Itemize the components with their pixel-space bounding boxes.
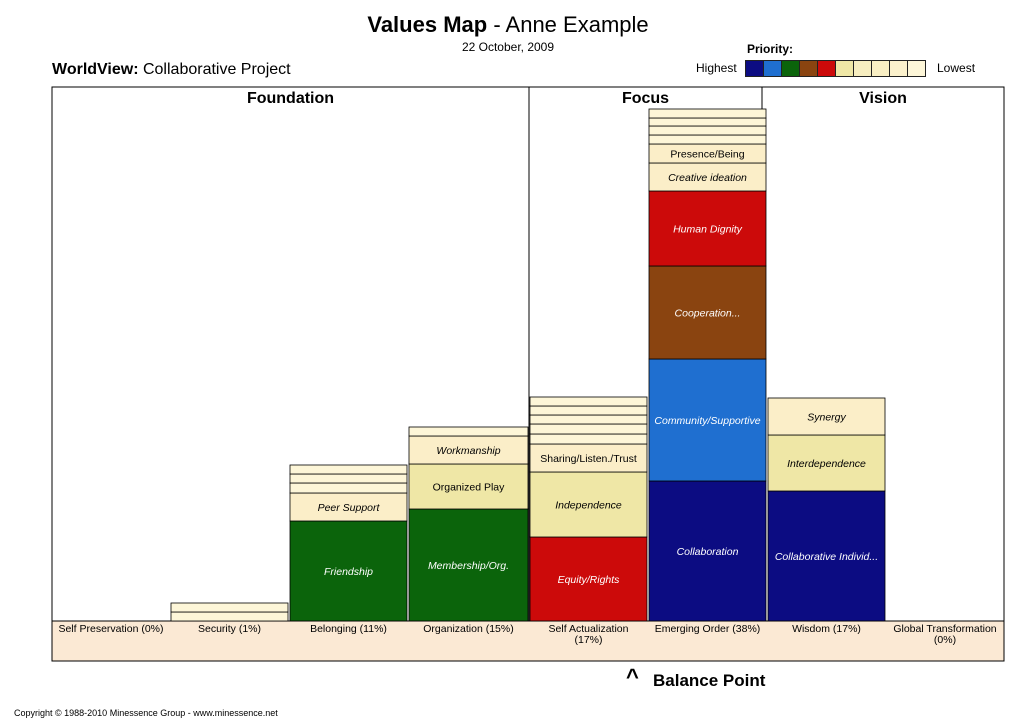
category-label: (0%) [934, 634, 956, 646]
category-label: Belonging (11%) [310, 623, 387, 635]
bar-segment [648, 108, 767, 119]
bar-segment [408, 463, 529, 510]
segment-label: Synergy [807, 412, 846, 424]
category-label: Self Actualization [549, 623, 629, 635]
bar-segment [529, 396, 648, 407]
segment-label: Workmanship [436, 445, 500, 457]
bar-segment [529, 414, 648, 425]
bar-segment [767, 397, 886, 436]
bar-segment [529, 433, 648, 445]
category-label: Self Preservation (0%) [58, 623, 163, 635]
bar-segment [289, 473, 408, 484]
worldview: WorldView: Collaborative Project [52, 61, 291, 79]
bar-segment [648, 117, 767, 127]
bar-segment [648, 125, 767, 136]
bar-segment [648, 134, 767, 145]
chart-date: 22 October, 2009 [461, 40, 555, 54]
section-title: Vision [859, 90, 907, 107]
bar-segment [289, 464, 408, 475]
copyright: Copyright © 1988-2010 Minessence Group -… [14, 708, 278, 718]
category-label: Security (1%) [198, 623, 261, 635]
chart-title: Values Map - Anne Example [0, 12, 1016, 38]
title-bold: Values Map [367, 12, 488, 37]
segment-label: Equity/Rights [558, 574, 621, 586]
segment-label: Peer Support [318, 502, 381, 514]
bar-segment [529, 536, 648, 622]
bar-segment [408, 426, 529, 437]
segment-label: Cooperation... [675, 308, 741, 320]
segment-label: Interdependence [787, 458, 866, 470]
segment-label: Human Dignity [673, 224, 743, 236]
legend-highest-label: Highest [696, 61, 737, 75]
title-rest: - Anne Example [487, 12, 649, 37]
category-label: Wisdom (17%) [792, 623, 861, 635]
bar-segment [767, 490, 886, 622]
balance-point-marker: ^ [626, 664, 639, 689]
bar-segment [529, 405, 648, 416]
category-band [52, 621, 1004, 661]
category-label: Organization (15%) [423, 623, 513, 635]
bar-segment [529, 471, 648, 538]
bar-segment [408, 508, 529, 622]
bar-segment [170, 611, 289, 622]
segment-label: Membership/Org. [428, 560, 509, 572]
category-label: Global Transformation [893, 623, 996, 635]
segment-label: Collaborative Individ... [775, 551, 878, 563]
bar-segment [170, 602, 289, 613]
segment-label: Sharing/Listen./Trust [540, 453, 637, 465]
segment-label: Creative ideation [668, 172, 747, 184]
worldview-value: Collaborative Project [138, 61, 291, 78]
bar-segment [408, 435, 529, 465]
legend-lowest-label: Lowest [937, 61, 976, 75]
segment-label: Organized Play [433, 482, 506, 494]
segment-label: Presence/Being [670, 149, 744, 161]
priority-legend [745, 60, 926, 77]
category-label: Emerging Order (38%) [655, 623, 761, 635]
section-title: Foundation [247, 90, 334, 107]
segment-label: Community/Supportive [654, 415, 760, 427]
category-label: (17%) [574, 634, 602, 646]
segment-label: Friendship [324, 566, 373, 578]
bar-segment [289, 520, 408, 622]
bar-segment [648, 162, 767, 192]
bar-segment [289, 492, 408, 522]
bar-segment [648, 265, 767, 360]
bar-segment [529, 443, 648, 473]
segment-label: Collaboration [677, 546, 739, 558]
chart-frame [51, 86, 1005, 662]
bar-segment [648, 190, 767, 267]
values-map-chart: Foundation Focus Vision Self Preservation (… [51, 86, 1005, 662]
section-title: Focus [622, 90, 669, 107]
legend-swatch [907, 60, 926, 77]
balance-point-label: Balance Point [653, 671, 766, 690]
bar-segment [648, 480, 767, 622]
segment-label: Independence [555, 500, 622, 512]
worldview-label: WorldView: [52, 61, 139, 78]
legend-title: Priority: [747, 42, 794, 56]
bar-segment [529, 423, 648, 435]
bar-segment [289, 482, 408, 494]
